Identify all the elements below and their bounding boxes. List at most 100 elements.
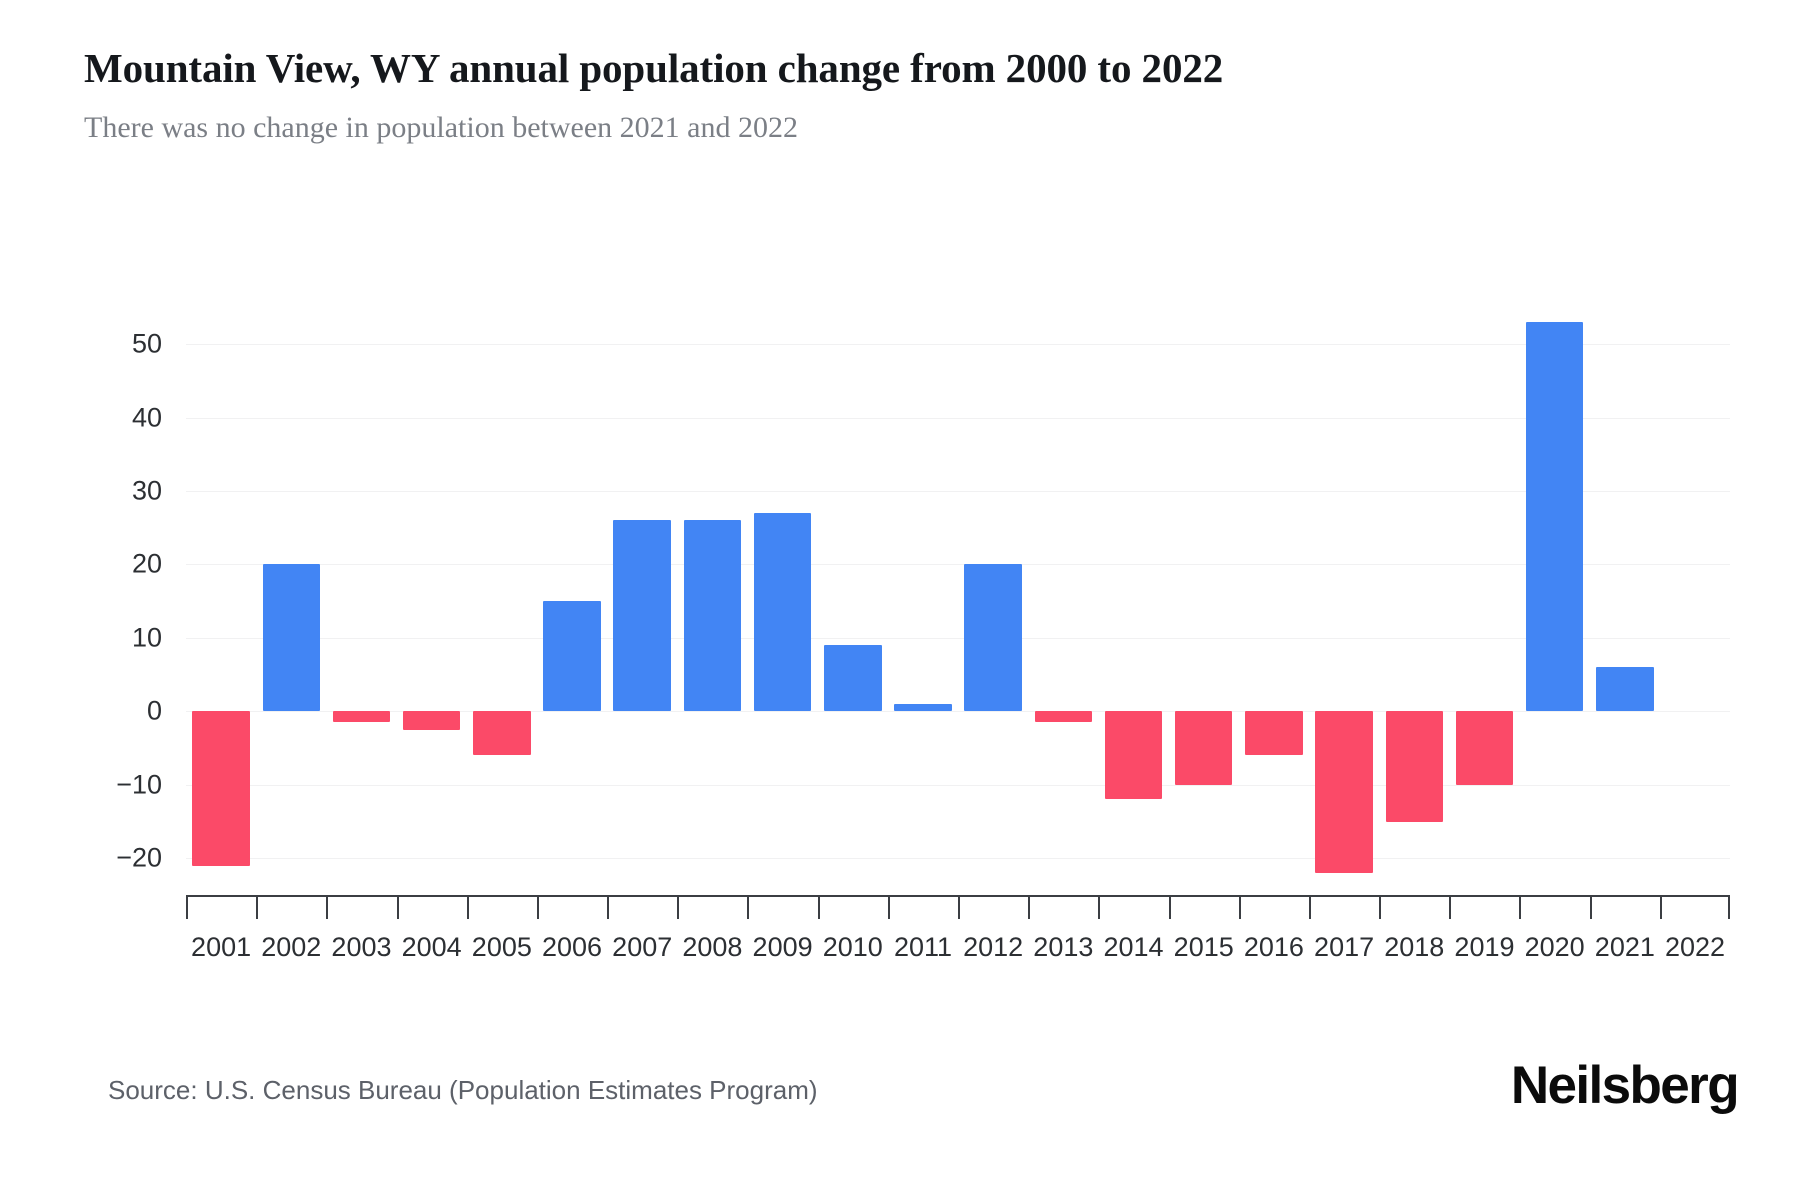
x-axis-tick-label: 2018: [1384, 932, 1445, 962]
bar-2004[interactable]: [402, 711, 461, 730]
chart-subtitle: There was no change in population betwee…: [84, 111, 798, 144]
bar-2012[interactable]: [964, 564, 1022, 712]
x-axis-tick-labels: 2001 2002 2003 2004 2005 2006 2007 2008 2009 2010…: [186, 932, 1730, 976]
bar-2007[interactable]: [613, 520, 671, 712]
gridline: [186, 637, 1730, 639]
bar-slot[interactable]: [1169, 300, 1239, 895]
x-axis-tick: [1589, 897, 1592, 919]
bar-slot[interactable]: [748, 300, 818, 895]
y-axis-tick-label: 50: [131, 328, 162, 359]
gridline: [186, 417, 1730, 419]
x-axis-tick-label: 2016: [1243, 932, 1304, 962]
bar-2014[interactable]: [1104, 711, 1163, 800]
bar-2006[interactable]: [543, 601, 601, 712]
x-axis-tick: [536, 897, 539, 919]
x-axis-tick-label: 2009: [752, 932, 813, 962]
x-axis-line: [186, 895, 1730, 897]
bars-group: [186, 300, 1730, 895]
bar-2019[interactable]: [1455, 711, 1514, 785]
bar-2015[interactable]: [1174, 711, 1233, 785]
x-axis-tick-label: 2012: [963, 932, 1024, 962]
bar-2003[interactable]: [332, 711, 391, 723]
x-axis-tick: [186, 897, 188, 919]
x-axis-tick-label: 2003: [331, 932, 392, 962]
x-axis-tick: [396, 897, 399, 919]
x-axis-tick: [1519, 897, 1522, 919]
x-axis-tick: [958, 897, 960, 919]
x-axis-tick: [1449, 897, 1452, 919]
bar-2016[interactable]: [1245, 711, 1303, 756]
bar-2010[interactable]: [824, 645, 882, 712]
bar-2020[interactable]: [1525, 322, 1584, 712]
page-title: Mountain View, WY annual population chan…: [84, 45, 1224, 91]
x-axis-tick: [326, 897, 329, 919]
x-axis-tick-label: 2021: [1594, 932, 1655, 962]
gridline: [186, 858, 1730, 860]
x-axis-tick: [1098, 897, 1101, 919]
x-axis-tick-label: 2013: [1033, 932, 1094, 962]
bar-slot[interactable]: [467, 300, 537, 895]
x-axis-tick: [1168, 897, 1171, 919]
bar-slot[interactable]: [397, 300, 467, 895]
bar-slot[interactable]: [607, 300, 677, 895]
bar-slot[interactable]: [1239, 300, 1309, 895]
bar-slot[interactable]: [1028, 300, 1098, 895]
plot-canvas: [186, 300, 1730, 895]
bar-slot[interactable]: [1590, 300, 1660, 895]
x-axis-tick-label: 2020: [1524, 932, 1585, 962]
bar-2008[interactable]: [683, 520, 742, 712]
bar-2002[interactable]: [262, 564, 321, 712]
bar-slot[interactable]: [1449, 300, 1519, 895]
x-axis-tick: [677, 897, 680, 919]
x-axis-tick-label: 2010: [822, 932, 883, 962]
y-axis-tick-label: −20: [116, 842, 162, 873]
bar-2009[interactable]: [753, 513, 812, 712]
x-axis-tick-label: 2005: [471, 932, 532, 962]
bar-slot[interactable]: [677, 300, 747, 895]
bar-slot[interactable]: [888, 300, 958, 895]
bar-slot[interactable]: [1520, 300, 1590, 895]
x-axis-tick: [747, 897, 750, 919]
x-axis-tick-label: 2015: [1173, 932, 1234, 962]
gridline: [186, 490, 1730, 492]
bar-2001[interactable]: [192, 711, 250, 866]
gridline: [186, 784, 1730, 786]
x-axis-ticks: [186, 897, 1730, 919]
x-axis-tick: [1659, 897, 1662, 919]
x-axis-tick: [887, 897, 890, 919]
x-axis-tick-label: 2004: [401, 932, 462, 962]
bar-2013[interactable]: [1034, 711, 1093, 723]
chart-header: Mountain View, WY annual population chan…: [84, 42, 1724, 148]
x-axis-tick: [256, 897, 259, 919]
x-axis-tick: [817, 897, 820, 919]
x-axis-tick-label: 2011: [893, 932, 952, 962]
bar-2018[interactable]: [1385, 711, 1444, 822]
bar-slot[interactable]: [1309, 300, 1379, 895]
bar-slot[interactable]: [1660, 300, 1730, 895]
x-axis-tick: [1308, 897, 1311, 919]
bar-2005[interactable]: [473, 711, 531, 756]
x-axis-tick: [1379, 897, 1382, 919]
y-axis-tick-label: 0: [146, 695, 162, 726]
x-axis-tick: [1238, 897, 1241, 919]
x-axis-tick-label: 2008: [682, 932, 743, 962]
bar-slot[interactable]: [958, 300, 1028, 895]
y-axis-tick-label: 30: [131, 475, 162, 506]
bar-2011[interactable]: [894, 704, 952, 712]
bar-slot[interactable]: [1379, 300, 1449, 895]
x-axis-tick-label: 2002: [261, 932, 322, 962]
y-axis-tick-label: 10: [131, 622, 162, 653]
bar-slot[interactable]: [186, 300, 256, 895]
bar-slot[interactable]: [326, 300, 396, 895]
bar-2017[interactable]: [1315, 711, 1373, 873]
bar-slot[interactable]: [537, 300, 607, 895]
x-axis-tick: [1028, 897, 1031, 919]
brand-logo: Neilsberg: [1510, 1056, 1740, 1115]
bar-2021[interactable]: [1596, 667, 1654, 712]
bar-slot[interactable]: [256, 300, 326, 895]
bar-slot[interactable]: [818, 300, 888, 895]
bar-slot[interactable]: [1098, 300, 1168, 895]
gridline: [186, 711, 1730, 713]
x-axis-tick-label: 2001: [191, 932, 252, 962]
x-axis-tick-label: 2017: [1314, 932, 1375, 962]
